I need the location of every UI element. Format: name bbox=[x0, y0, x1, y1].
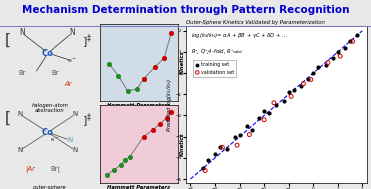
training set bbox=[266, 112, 272, 115]
Point bbox=[168, 110, 174, 113]
Text: R², Q²,4-fold, R²$_{valid.}$: R², Q²,4-fold, R²$_{valid.}$ bbox=[191, 47, 244, 56]
validation set bbox=[202, 169, 208, 172]
Text: Br: Br bbox=[18, 70, 26, 76]
Text: [: [ bbox=[5, 33, 11, 48]
training set bbox=[200, 167, 206, 170]
training set bbox=[322, 63, 328, 66]
validation set bbox=[325, 61, 331, 64]
Legend: training set, validation set: training set, validation set bbox=[193, 60, 236, 77]
Text: N: N bbox=[69, 28, 75, 37]
training set bbox=[244, 125, 250, 128]
Point bbox=[141, 77, 147, 80]
Text: Co: Co bbox=[42, 49, 54, 58]
training set bbox=[310, 72, 316, 75]
Text: N: N bbox=[72, 147, 78, 153]
training set bbox=[298, 84, 304, 87]
validation set bbox=[301, 82, 306, 85]
Text: Br|: Br| bbox=[50, 166, 60, 173]
training set bbox=[281, 99, 287, 102]
Point bbox=[157, 123, 162, 126]
validation set bbox=[271, 101, 277, 104]
X-axis label: Hammett Parameters: Hammett Parameters bbox=[108, 185, 171, 189]
training set bbox=[273, 103, 279, 106]
training set bbox=[355, 33, 361, 36]
Text: Outer-Sphere Kinetics Validated by Parameterization: Outer-Sphere Kinetics Validated by Param… bbox=[186, 20, 324, 25]
Text: N: N bbox=[72, 111, 78, 117]
Text: N: N bbox=[19, 28, 25, 37]
Text: ]$^{‡}$: ]$^{‡}$ bbox=[82, 33, 92, 51]
Text: Mechanism Determination through Pattern Recognition: Mechanism Determination through Pattern … bbox=[22, 5, 349, 15]
validation set bbox=[261, 118, 267, 121]
Text: Co: Co bbox=[42, 128, 54, 137]
Point bbox=[164, 117, 170, 120]
Y-axis label: Predicted log(k$_X$/k$_H$): Predicted log(k$_X$/k$_H$) bbox=[165, 78, 174, 132]
validation set bbox=[219, 146, 225, 149]
training set bbox=[212, 152, 218, 155]
Point bbox=[122, 158, 128, 161]
Point bbox=[104, 174, 110, 177]
Text: e$^-$: e$^-$ bbox=[67, 57, 77, 65]
training set bbox=[330, 57, 336, 60]
validation set bbox=[234, 144, 240, 147]
Point bbox=[111, 168, 117, 171]
training set bbox=[286, 91, 292, 94]
Point bbox=[152, 65, 158, 68]
training set bbox=[335, 50, 341, 53]
Y-axis label: Kinetics: Kinetics bbox=[180, 132, 184, 156]
training set bbox=[232, 135, 237, 138]
X-axis label: Hammett Parameters: Hammett Parameters bbox=[108, 102, 171, 108]
Y-axis label: Kinetics: Kinetics bbox=[180, 51, 184, 74]
training set bbox=[347, 40, 353, 43]
Text: N: N bbox=[68, 137, 73, 143]
Point bbox=[118, 163, 124, 167]
training set bbox=[290, 88, 296, 91]
validation set bbox=[349, 40, 355, 43]
Text: e$^-$: e$^-$ bbox=[50, 136, 59, 144]
training set bbox=[237, 133, 243, 136]
Point bbox=[141, 77, 147, 80]
Text: N: N bbox=[17, 147, 23, 153]
Text: |Ar: |Ar bbox=[25, 166, 35, 173]
training set bbox=[217, 146, 223, 149]
Point bbox=[150, 128, 156, 131]
Point bbox=[127, 155, 133, 158]
validation set bbox=[308, 78, 314, 81]
Text: Br: Br bbox=[51, 70, 59, 76]
Text: halogen-atom
abstraction: halogen-atom abstraction bbox=[32, 103, 68, 113]
Point bbox=[134, 88, 140, 91]
Point bbox=[168, 31, 174, 34]
training set bbox=[315, 65, 321, 68]
training set bbox=[261, 110, 267, 113]
Point bbox=[106, 62, 112, 65]
Text: Ar: Ar bbox=[64, 81, 72, 87]
Point bbox=[115, 74, 121, 77]
Point bbox=[125, 89, 131, 92]
training set bbox=[305, 78, 311, 81]
training set bbox=[205, 159, 211, 162]
training set bbox=[249, 129, 255, 132]
validation set bbox=[288, 95, 294, 98]
Point bbox=[161, 56, 167, 59]
validation set bbox=[246, 133, 252, 136]
Text: N: N bbox=[17, 111, 23, 117]
validation set bbox=[337, 55, 343, 58]
training set bbox=[224, 148, 230, 151]
Text: log(k$_X$/k$_{H}$)= αA + βB + γC + δD + ...: log(k$_X$/k$_{H}$)= αA + βB + γC + δD + … bbox=[191, 31, 288, 40]
training set bbox=[342, 46, 348, 49]
Text: outer-sphere
electron transfer: outer-sphere electron transfer bbox=[28, 185, 72, 189]
Point bbox=[141, 135, 147, 138]
training set bbox=[256, 116, 262, 119]
Text: ]$^{‡}$: ]$^{‡}$ bbox=[82, 111, 92, 130]
Text: [: [ bbox=[5, 111, 11, 126]
